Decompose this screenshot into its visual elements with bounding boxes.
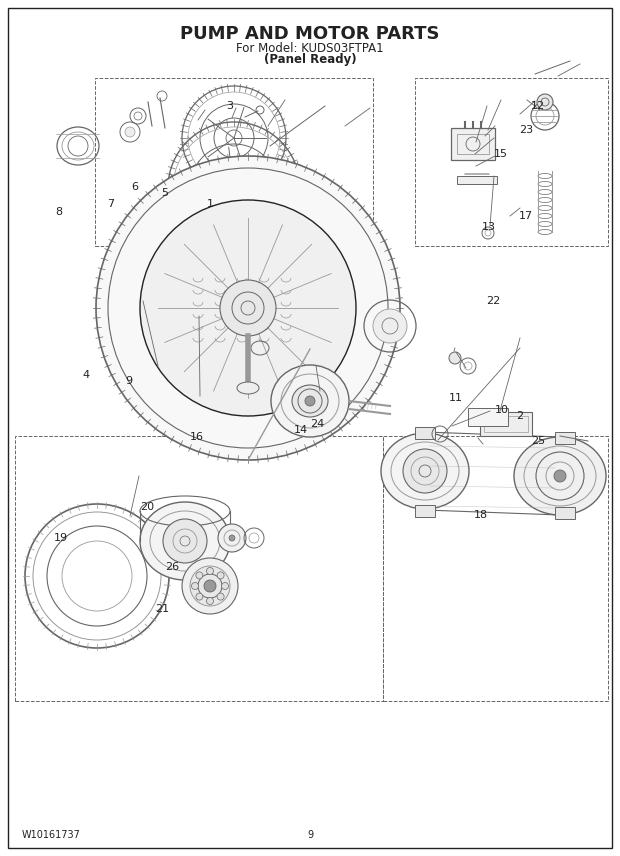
Text: PUMP AND MOTOR PARTS: PUMP AND MOTOR PARTS xyxy=(180,25,440,43)
Text: 7: 7 xyxy=(107,199,114,209)
Text: 1: 1 xyxy=(207,199,215,209)
Text: 17: 17 xyxy=(519,211,533,221)
Text: (Panel Ready): (Panel Ready) xyxy=(264,52,356,66)
Ellipse shape xyxy=(292,385,328,417)
Text: 25: 25 xyxy=(531,436,545,446)
Bar xyxy=(457,176,497,184)
Text: 8: 8 xyxy=(55,207,63,217)
Circle shape xyxy=(229,183,239,193)
Ellipse shape xyxy=(226,234,242,242)
Text: eReplacementParts.com: eReplacementParts.com xyxy=(242,401,378,411)
Bar xyxy=(415,505,435,517)
Text: 20: 20 xyxy=(141,502,154,512)
Text: 12: 12 xyxy=(531,101,545,111)
Bar xyxy=(415,427,435,439)
Bar xyxy=(457,134,489,154)
Bar xyxy=(451,128,495,160)
Text: 6: 6 xyxy=(131,181,139,192)
Bar xyxy=(95,78,373,246)
Circle shape xyxy=(206,568,213,574)
Circle shape xyxy=(140,200,356,416)
Text: 5: 5 xyxy=(161,187,168,198)
Text: 9: 9 xyxy=(125,376,133,386)
Text: 13: 13 xyxy=(482,222,495,232)
Circle shape xyxy=(206,597,213,604)
Bar xyxy=(415,78,608,246)
Circle shape xyxy=(554,470,566,482)
Text: 22: 22 xyxy=(486,296,500,306)
Text: 3: 3 xyxy=(226,101,233,111)
Circle shape xyxy=(305,396,315,406)
Circle shape xyxy=(220,280,276,336)
Ellipse shape xyxy=(514,437,606,515)
Text: 18: 18 xyxy=(474,510,487,520)
Text: 26: 26 xyxy=(166,562,179,572)
Text: 15: 15 xyxy=(494,149,508,159)
Bar xyxy=(383,436,608,701)
Circle shape xyxy=(229,535,235,541)
Text: 4: 4 xyxy=(82,370,89,380)
Text: 23: 23 xyxy=(519,125,533,135)
Text: For Model: KUDS03FTPA1: For Model: KUDS03FTPA1 xyxy=(236,41,384,55)
Bar xyxy=(484,416,528,432)
Bar xyxy=(480,412,532,436)
Circle shape xyxy=(96,156,400,460)
Bar xyxy=(555,432,575,444)
Circle shape xyxy=(217,572,224,579)
Text: 14: 14 xyxy=(294,425,308,435)
Circle shape xyxy=(196,572,203,579)
Text: 21: 21 xyxy=(156,604,169,615)
Ellipse shape xyxy=(237,382,259,394)
Circle shape xyxy=(192,582,198,590)
Circle shape xyxy=(190,566,230,606)
Ellipse shape xyxy=(140,502,230,580)
Circle shape xyxy=(182,558,238,614)
Circle shape xyxy=(217,593,224,600)
Text: 10: 10 xyxy=(495,405,509,415)
Circle shape xyxy=(125,127,135,137)
Text: 24: 24 xyxy=(311,419,324,429)
Bar xyxy=(15,436,383,701)
Ellipse shape xyxy=(271,365,349,437)
Circle shape xyxy=(537,94,553,110)
Ellipse shape xyxy=(381,433,469,509)
Text: 19: 19 xyxy=(54,532,68,543)
Bar xyxy=(468,408,508,426)
Circle shape xyxy=(403,449,447,493)
Circle shape xyxy=(218,524,246,552)
Text: 9: 9 xyxy=(307,830,313,840)
Circle shape xyxy=(204,580,216,592)
Text: 11: 11 xyxy=(449,393,463,403)
Text: 2: 2 xyxy=(516,411,523,421)
Text: 16: 16 xyxy=(190,431,204,442)
Bar xyxy=(555,507,575,519)
Circle shape xyxy=(196,593,203,600)
Circle shape xyxy=(221,582,229,590)
Text: W10161737: W10161737 xyxy=(22,830,81,840)
Circle shape xyxy=(449,352,461,364)
Circle shape xyxy=(163,519,207,563)
Circle shape xyxy=(373,309,407,343)
